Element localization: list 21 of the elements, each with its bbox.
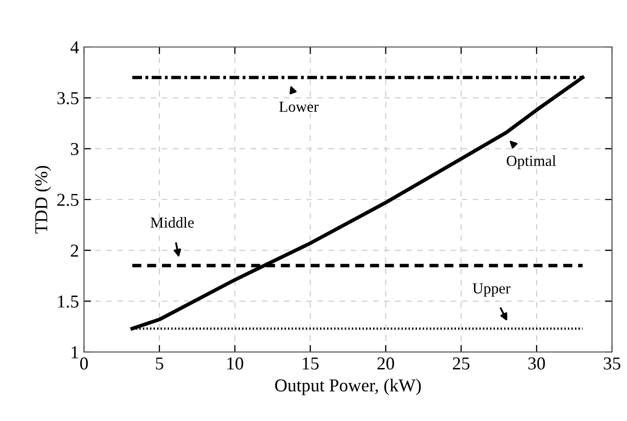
x-tick-label: 25 xyxy=(452,357,470,370)
y-tick-label: 2 xyxy=(70,244,78,257)
y-tick-label: 4 xyxy=(70,41,79,54)
x-tick-label: 30 xyxy=(528,357,545,370)
x-tick-label: 15 xyxy=(302,357,319,370)
y-tick-label: 1 xyxy=(72,346,78,358)
x-axis-title: Output Power, (kW) xyxy=(275,378,421,396)
annotation: Upper xyxy=(472,283,510,297)
y-axis-title: TDD (%) xyxy=(34,166,52,234)
x-tick-label: 20 xyxy=(377,357,394,370)
y-tick-label: 3.5 xyxy=(57,92,78,104)
annotation: Lower xyxy=(279,102,319,112)
annotation: Optimal xyxy=(506,155,556,170)
y-tick-label: 1.5 xyxy=(58,296,78,308)
x-tick-label: 0 xyxy=(80,357,88,370)
x-tick-label: 35 xyxy=(604,357,620,370)
annotation: Middle xyxy=(150,216,194,228)
y-tick-label: 2.5 xyxy=(57,194,78,206)
x-tick-label: 10 xyxy=(227,357,244,370)
x-tick-label: 5 xyxy=(156,358,164,370)
y-tick-label: 3 xyxy=(70,142,78,156)
